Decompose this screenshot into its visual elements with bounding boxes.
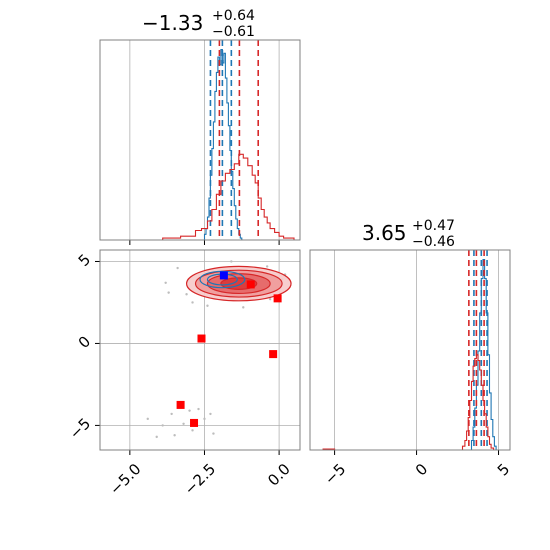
scatter-yticklabel-0: −5 bbox=[66, 414, 94, 442]
marker-square-3 bbox=[197, 334, 206, 343]
marker-square-5 bbox=[176, 400, 185, 409]
scatter-point-14 bbox=[265, 265, 269, 268]
marker-square-2 bbox=[273, 294, 282, 303]
title-param2-plus: +0.47 bbox=[412, 218, 455, 234]
title-param1-median: −1.33 bbox=[142, 11, 203, 35]
scatter-yticklabel-2: 5 bbox=[75, 251, 94, 270]
scatter-frame bbox=[99, 249, 301, 451]
hist2-frame bbox=[309, 249, 511, 451]
scatter-plot-area bbox=[146, 260, 292, 439]
scatter-contour-panel: −5 0 5 −5.0 −2.5 0.0 bbox=[66, 249, 301, 499]
hist1-frame bbox=[99, 39, 301, 241]
scatter-point-1 bbox=[182, 422, 185, 425]
scatter-point-16 bbox=[185, 293, 188, 296]
hist2-xticklabel-0: −5 bbox=[321, 460, 349, 488]
scatter-point-23 bbox=[206, 304, 209, 307]
hist1-series-1-step bbox=[153, 153, 295, 241]
scatter-xticklabel-1: −2.5 bbox=[181, 460, 219, 498]
hist2-xticklabel-1: 0 bbox=[412, 460, 431, 479]
scatter-point-4 bbox=[161, 424, 164, 427]
histogram-panel-param2: −5 0 5 bbox=[309, 249, 513, 488]
scatter-point-8 bbox=[197, 407, 200, 411]
scatter-yticklabel-1: 0 bbox=[75, 332, 94, 351]
scatter-point-9 bbox=[173, 434, 176, 437]
scatter-point-0 bbox=[170, 412, 173, 416]
scatter-point-13 bbox=[176, 266, 179, 270]
title-param2-median: 3.65 bbox=[362, 221, 407, 245]
scatter-point-5 bbox=[212, 432, 215, 435]
hist2-series-0-step bbox=[469, 258, 497, 451]
scatter-xticklabel-0: −5.0 bbox=[106, 460, 144, 498]
marker-square-6 bbox=[190, 418, 199, 427]
scatter-point-7 bbox=[188, 409, 191, 412]
contour-1-level-0 bbox=[199, 270, 246, 289]
marker-square-4 bbox=[269, 350, 278, 359]
scatter-point-22 bbox=[230, 260, 233, 263]
scatter-point-17 bbox=[268, 297, 272, 301]
histogram-panel-param1 bbox=[99, 39, 301, 245]
scatter-point-6 bbox=[155, 435, 158, 439]
scatter-point-12 bbox=[167, 291, 170, 294]
marker-square-1 bbox=[246, 280, 255, 289]
scatter-point-10 bbox=[146, 417, 149, 421]
scatter-point-11 bbox=[209, 412, 212, 416]
hist2-series-1-step bbox=[321, 354, 495, 451]
title-param1: −1.33 +0.64 −0.61 bbox=[142, 8, 255, 40]
scatter-point-18 bbox=[191, 301, 194, 304]
scatter-point-21 bbox=[242, 306, 245, 309]
marker-square-0 bbox=[219, 271, 228, 280]
title-param2-minus: −0.46 bbox=[412, 234, 455, 250]
scatter-xticklabel-2: 0.0 bbox=[264, 460, 294, 490]
title-param1-plus: +0.64 bbox=[212, 8, 255, 24]
hist2-xticklabel-2: 5 bbox=[494, 460, 513, 479]
scatter-point-20 bbox=[164, 281, 167, 284]
title-param2: 3.65 +0.47 −0.46 bbox=[362, 218, 455, 250]
scatter-point-2 bbox=[191, 429, 194, 432]
title-param1-minus: −0.61 bbox=[212, 24, 255, 40]
scatter-point-3 bbox=[203, 417, 206, 421]
